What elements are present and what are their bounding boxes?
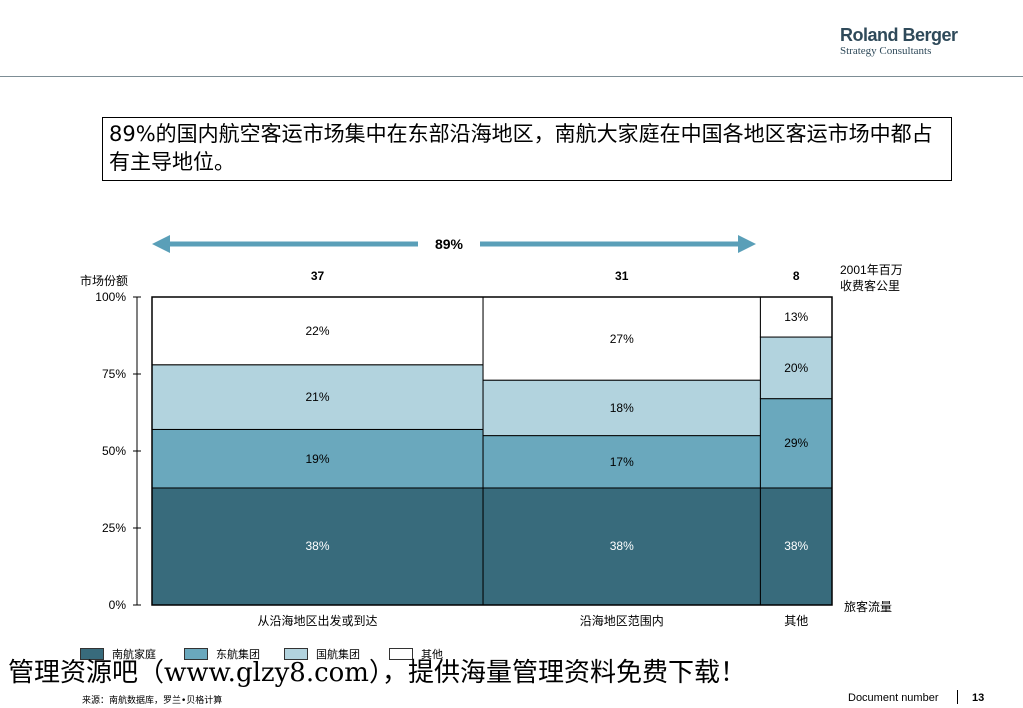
x-axis-title: 旅客流量 [844, 600, 893, 614]
column-width-label-1: 31 [615, 269, 629, 283]
legend-item-guohang: 国航集团 [284, 646, 360, 662]
bar-segment-1-1 [482, 435, 761, 489]
data-label-0-0: 38% [305, 539, 330, 554]
bar-segment-0-3 [151, 296, 484, 366]
data-label-1-3: 27% [609, 331, 634, 346]
legend-swatch-other [389, 648, 413, 660]
y-tick-label-2: 50% [101, 444, 126, 458]
document-number-label: Document number [848, 692, 939, 704]
bar-segment-2-0 [759, 487, 833, 606]
plot-frame [151, 296, 833, 606]
footer-divider [957, 690, 958, 704]
y-axis-title: 市场份额 [80, 274, 129, 288]
data-label-2-1: 29% [784, 436, 809, 451]
watermark-banner: 管理资源吧（www.glzy8.com），提供海量管理资料免费下载！ [8, 658, 746, 688]
legend-swatch-guohang [284, 648, 308, 660]
data-label-0-3: 22% [305, 323, 330, 338]
legend-item-nanhang: 南航家庭 [80, 646, 156, 662]
y-tick-label-3: 75% [101, 367, 126, 381]
data-label-1-1: 17% [609, 454, 634, 469]
y-tick-label-1: 25% [101, 521, 126, 535]
bar-segment-0-1 [151, 428, 484, 489]
bar-segment-1-3 [482, 296, 761, 381]
logo-brand: Roland Berger [840, 25, 958, 45]
data-label-2-2: 20% [784, 360, 809, 375]
arrow-label: 89% [418, 236, 480, 252]
data-label-1-2: 18% [609, 400, 634, 415]
legend-label-donghang: 东航集团 [216, 648, 260, 661]
bar-segment-1-2 [482, 379, 761, 437]
legend-swatch-nanhang [80, 648, 104, 660]
legend-item-donghang: 东航集团 [184, 646, 260, 662]
data-label-2-0: 38% [784, 539, 809, 554]
legend-item-other: 其他 [389, 646, 443, 662]
legend-label-nanhang: 南航家庭 [112, 648, 156, 661]
legend-label-other: 其他 [421, 648, 443, 661]
slide-title: 89%的国内航空客运市场集中在东部沿海地区，南航大家庭在中国各地区客运市场中都占… [102, 117, 952, 181]
page-number: 13 [972, 692, 985, 704]
legend-label-guohang: 国航集团 [316, 648, 360, 661]
category-label-0: 从沿海地区出发或到达 [257, 614, 378, 628]
column-width-label-2: 8 [792, 269, 800, 283]
data-label-2-3: 13% [784, 310, 809, 325]
width-axis-title: 2001年百万 收费客公里 [840, 263, 903, 293]
arrow-head-left [152, 235, 170, 253]
y-tick-label-4: 100% [95, 290, 126, 304]
logo-subtitle: Strategy Consultants [840, 45, 932, 57]
legend-swatch-donghang [184, 648, 208, 660]
data-label-0-1: 19% [305, 451, 330, 466]
data-label-1-0: 38% [609, 539, 634, 554]
data-label-0-2: 21% [305, 390, 330, 405]
roland-berger-logo: Roland Berger Strategy Consultants [840, 26, 958, 57]
header-divider [0, 76, 1023, 77]
source-note: 来源：南航数据库，罗兰•贝格计算 [82, 696, 223, 706]
bar-segment-2-2 [759, 336, 833, 400]
bar-segment-2-1 [759, 398, 833, 489]
column-width-label-0: 37 [310, 269, 325, 283]
bar-segment-1-0 [482, 487, 761, 606]
arrow-head-right [738, 235, 756, 253]
category-label-1: 沿海地区范围内 [579, 614, 664, 628]
y-tick-label-0: 0% [108, 598, 126, 612]
category-label-2: 其他 [784, 614, 809, 628]
